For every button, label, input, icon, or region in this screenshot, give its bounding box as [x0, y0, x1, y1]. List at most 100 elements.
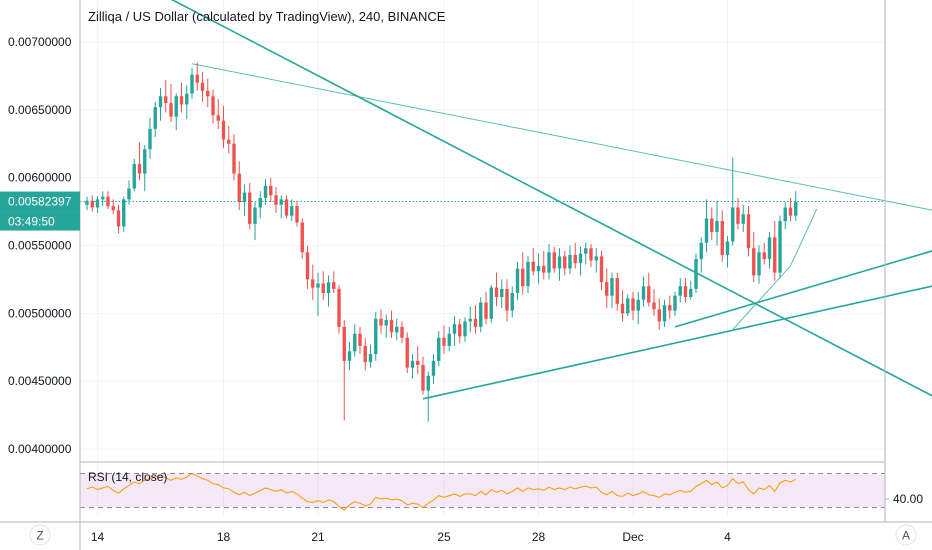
candle-body	[725, 241, 730, 255]
candle-body	[200, 82, 205, 91]
candle-body	[479, 302, 483, 327]
candle-body	[421, 364, 425, 391]
trendline	[422, 285, 932, 400]
candle-body	[536, 265, 541, 272]
candle-body	[641, 286, 646, 300]
candle	[284, 195, 289, 219]
candle-body	[206, 90, 210, 97]
corner-a-label: A	[902, 529, 910, 543]
candle	[605, 268, 609, 308]
rsi-band	[80, 473, 885, 508]
candle	[552, 246, 556, 273]
candle	[720, 210, 724, 262]
candle	[610, 272, 614, 308]
candle	[358, 326, 362, 355]
candle-body	[326, 282, 331, 293]
candle	[353, 324, 357, 357]
candle-body	[358, 333, 362, 346]
candle	[95, 196, 100, 213]
candle-body	[416, 360, 420, 365]
candle-body	[237, 173, 241, 203]
candle-body	[731, 207, 735, 242]
candle	[484, 291, 488, 325]
candle	[641, 276, 646, 307]
candle	[542, 250, 546, 280]
candle-body	[489, 287, 493, 319]
candle	[200, 71, 205, 102]
candle	[421, 356, 425, 395]
candle-body	[678, 286, 682, 296]
candle	[479, 297, 483, 333]
candle	[368, 344, 373, 368]
rsi-tick-label: 40.00	[893, 492, 923, 506]
candle	[710, 207, 714, 241]
candle-body	[389, 320, 394, 333]
candle	[242, 184, 247, 216]
candle-body	[689, 288, 693, 298]
rsi-pane	[80, 472, 885, 511]
candle	[101, 191, 105, 207]
candle-body	[347, 351, 352, 361]
auto-scale-button[interactable]: A	[895, 524, 917, 546]
candle-body	[395, 326, 399, 333]
candle-body	[526, 261, 530, 287]
candle	[683, 278, 688, 303]
candle	[783, 202, 787, 230]
candle-body	[258, 198, 262, 208]
candle-body	[452, 324, 457, 334]
candle	[206, 78, 210, 108]
candle-body	[794, 202, 798, 216]
candle-body	[505, 288, 509, 311]
candle-body	[337, 288, 341, 327]
candle	[258, 191, 262, 219]
candle-body	[662, 305, 667, 322]
candle-body	[368, 354, 373, 363]
trendline	[674, 250, 932, 328]
candle	[620, 290, 625, 322]
symbol-zoom-button[interactable]: Z	[29, 524, 51, 546]
candle-body	[342, 326, 346, 361]
x-tick-label: 25	[437, 530, 451, 544]
candle	[332, 271, 336, 293]
candle-body	[116, 210, 121, 227]
candle	[578, 246, 583, 276]
candle-body	[594, 256, 598, 261]
candle-body	[164, 96, 168, 104]
candle	[699, 237, 703, 273]
candle-body	[143, 149, 147, 174]
candle	[132, 158, 136, 192]
candle	[305, 245, 310, 289]
candle	[437, 330, 441, 367]
candle-body	[484, 302, 488, 319]
candle	[647, 272, 651, 307]
candle	[626, 294, 630, 317]
candle-body	[179, 96, 184, 105]
trendline	[191, 63, 932, 211]
candle	[295, 200, 299, 227]
candle	[400, 321, 404, 344]
candle-body	[552, 252, 556, 269]
candle-body	[316, 283, 320, 288]
candle-body	[447, 333, 451, 346]
candle-body	[221, 120, 226, 140]
candle	[274, 187, 278, 213]
candle-body	[767, 237, 772, 260]
candle-body	[279, 199, 283, 205]
candle-body	[101, 196, 105, 200]
candle	[174, 93, 178, 131]
candle	[426, 371, 430, 422]
countdown-label: 03:49:50	[8, 215, 55, 229]
trendline	[732, 265, 791, 330]
candle	[526, 256, 530, 293]
candle	[531, 248, 535, 276]
candle-body	[757, 252, 761, 276]
candle-body	[127, 188, 131, 200]
candle-body	[515, 268, 520, 293]
candle-body	[568, 254, 572, 269]
candle-body	[647, 286, 651, 303]
candle-body	[174, 96, 178, 117]
candle	[673, 291, 677, 317]
candle	[185, 85, 189, 120]
candle	[416, 345, 420, 375]
